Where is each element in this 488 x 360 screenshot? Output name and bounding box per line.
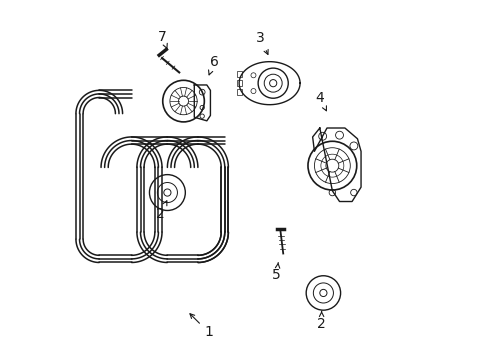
Text: 7: 7: [157, 30, 167, 49]
Text: 6: 6: [208, 55, 218, 75]
Bar: [237, 71, 241, 77]
Text: 2: 2: [317, 311, 325, 331]
Text: 2: 2: [156, 201, 166, 221]
Circle shape: [319, 289, 326, 297]
Text: 1: 1: [189, 314, 213, 339]
Text: 4: 4: [315, 90, 326, 111]
Text: 3: 3: [256, 31, 267, 54]
Text: 5: 5: [272, 262, 281, 282]
Bar: [237, 80, 241, 86]
Bar: [237, 89, 241, 95]
Circle shape: [163, 189, 171, 196]
